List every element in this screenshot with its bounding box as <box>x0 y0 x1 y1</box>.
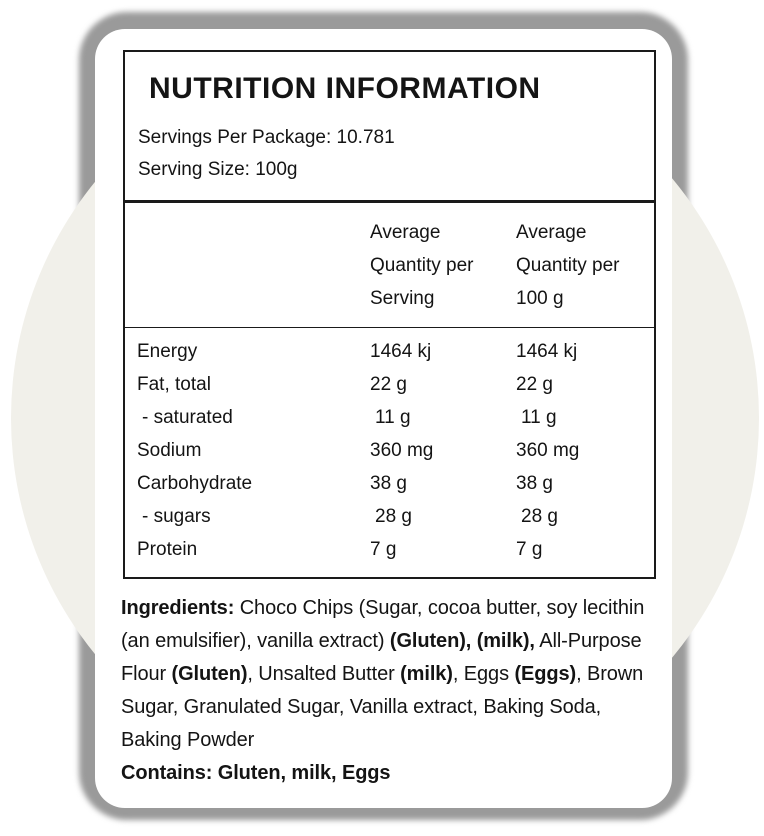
ingredient-segment: , Eggs <box>452 663 515 685</box>
value-per-serving: 360 mg <box>370 440 434 461</box>
value-per-100g: 22 g <box>516 374 553 395</box>
nutrition-information-table: NUTRITION INFORMATION Servings Per Packa… <box>123 50 656 579</box>
value-per-100g: 1464 kj <box>516 341 578 362</box>
nutrition-label-card: NUTRITION INFORMATION Servings Per Packa… <box>95 29 672 808</box>
contains-statement: Contains: Gluten, milk, Eggs <box>121 762 391 784</box>
value-per-100g: 11 g <box>521 407 557 428</box>
value-per-100g: 28 g <box>521 506 558 527</box>
nutrient-row: - saturated 11 g 11 g <box>137 401 654 434</box>
value-per-serving: 28 g <box>375 506 412 527</box>
value-per-serving: 11 g <box>375 407 411 428</box>
nutrient-name: Fat, total <box>137 374 211 395</box>
column-per-serving-header: Average Quantity per Serving <box>370 222 474 309</box>
ingredient-segment: (milk) <box>400 663 453 685</box>
nutrient-row: Protein 7 g 7 g <box>137 533 654 566</box>
ingredient-segment: Choco Chips (Sugar, cocoa butter, soy le… <box>121 597 645 652</box>
nutrient-name: Sodium <box>137 440 202 461</box>
ingredient-segment: All-Purpose Flour <box>121 630 642 685</box>
nutrient-row: Carbohydrate 38 g 38 g <box>137 467 654 500</box>
nutrient-name: Carbohydrate <box>137 473 253 494</box>
ingredient-segment: (Gluten) <box>171 663 248 685</box>
value-per-100g: 38 g <box>516 473 553 494</box>
value-per-serving: 38 g <box>370 473 407 494</box>
ingredient-segment: (Eggs) <box>514 663 577 685</box>
column-per-100g-header: Average Quantity per 100 g <box>516 222 620 309</box>
nutrient-name: - saturated <box>142 407 233 428</box>
ingredient-segment: , Brown Sugar, Granulated Sugar, Vanilla… <box>121 663 644 751</box>
value-per-serving: 1464 kj <box>370 341 432 362</box>
nutrient-name: - sugars <box>142 506 211 527</box>
table-header-section: NUTRITION INFORMATION Servings Per Packa… <box>125 52 654 200</box>
nutrient-row: Fat, total 22 g 22 g <box>137 368 654 401</box>
value-per-serving: 22 g <box>370 374 407 395</box>
nutrient-row: Energy 1464 kj 1464 kj <box>137 335 654 368</box>
nutrient-row: Sodium 360 mg 360 mg <box>137 434 654 467</box>
ingredients-section: Ingredients: Choco Chips (Sugar, cocoa b… <box>121 592 655 790</box>
ingredients-paragraph: Ingredients: Choco Chips (Sugar, cocoa b… <box>121 592 655 757</box>
value-per-serving: 7 g <box>370 539 397 560</box>
value-per-100g: 360 mg <box>516 440 580 461</box>
nutrient-name: Energy <box>137 341 198 362</box>
ingredient-segment: (milk), <box>476 630 535 652</box>
column-header-row: Average Quantity per Serving Average Qua… <box>125 200 654 328</box>
servings-per-package-line: Servings Per Package: 10.781 <box>138 127 395 148</box>
ingredient-segment: Ingredients: <box>121 597 240 619</box>
ingredient-segment: , Unsalted Butter <box>247 663 401 685</box>
nutrient-rows: Energy 1464 kj 1464 kj Fat, total 22 g 22 g - … <box>125 328 654 577</box>
value-per-100g: 7 g <box>516 539 543 560</box>
nutrient-row: - sugars 28 g 28 g <box>137 500 654 533</box>
label-title: NUTRITION INFORMATION <box>149 72 541 105</box>
nutrient-name: Protein <box>137 539 198 560</box>
ingredient-segment: (Gluten), <box>389 630 472 652</box>
serving-size-line: Serving Size: 100g <box>138 159 298 180</box>
